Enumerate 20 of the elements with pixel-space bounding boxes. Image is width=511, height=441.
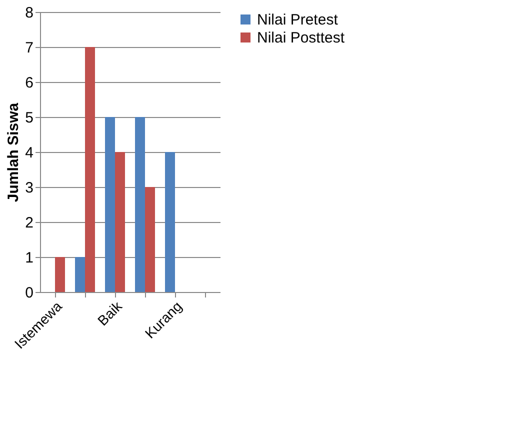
legend-label: Nilai Posttest (257, 30, 346, 46)
y-tick-label: 5 (25, 110, 34, 126)
y-tick-label: 7 (25, 40, 34, 56)
bar (165, 152, 175, 292)
y-axis-title: Jumlah Siswa (5, 102, 22, 202)
bar (55, 257, 65, 292)
y-tick-label: 2 (25, 214, 34, 232)
bar (135, 117, 145, 292)
bar (105, 117, 115, 292)
bar (75, 257, 85, 292)
y-tick-label: 3 (25, 180, 34, 196)
y-tick-label: 1 (25, 250, 34, 266)
y-tick-label: 8 (25, 4, 34, 22)
legend-label: Nilai Pretest (257, 12, 339, 28)
y-tick-label: 4 (25, 144, 34, 162)
y-tick-label: 0 (25, 284, 34, 302)
bar (145, 187, 155, 292)
y-tick-label: 6 (25, 74, 34, 92)
bar (115, 152, 125, 292)
bar (85, 47, 95, 292)
